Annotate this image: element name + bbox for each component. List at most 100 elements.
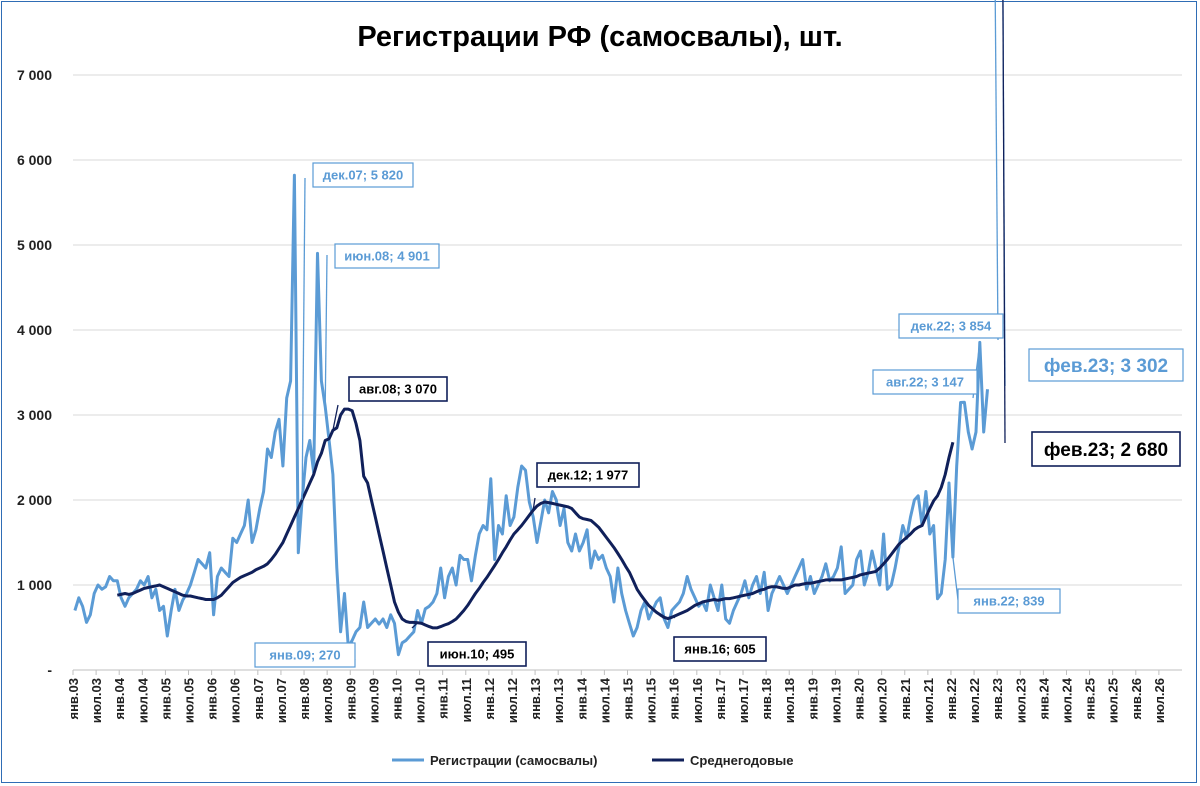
- annotation-label: авг.08; 3 070: [359, 382, 437, 397]
- x-tick-label: июл.20: [875, 678, 890, 723]
- x-tick-label: янв.19: [805, 678, 820, 720]
- annotation-label: авг.22; 3 147: [886, 375, 964, 390]
- x-tick-label: янв.12: [482, 678, 497, 720]
- legend-label-average: Среднегодовые: [690, 753, 793, 768]
- x-tick-label: июл.21: [921, 678, 936, 723]
- series-line-0: [73, 173, 989, 657]
- y-tick-label: -: [47, 662, 52, 678]
- annotation-box: [1028, 348, 1184, 382]
- x-tick-label: янв.15: [621, 678, 636, 720]
- x-tick-label: янв.20: [852, 678, 867, 720]
- annotation-box: [334, 243, 440, 269]
- grid: [73, 74, 1182, 586]
- x-tick-label: июл.05: [182, 678, 197, 723]
- annotation-callout: дек.07; 5 820: [301, 162, 414, 501]
- annotation-label: фев.23; 3 302: [1044, 356, 1168, 377]
- x-tick-label: янв.18: [759, 678, 774, 720]
- x-tick-label: янв.23: [990, 678, 1005, 720]
- annotation-leader: [994, 0, 999, 341]
- x-tick-label: июл.19: [828, 678, 843, 723]
- x-tick-label: июл.15: [644, 678, 659, 723]
- annotation-callout: авг.22; 3 147: [872, 342, 981, 399]
- x-tick-label: июл.23: [1013, 678, 1028, 723]
- annotation-callout: янв.16; 605: [673, 615, 767, 662]
- series-lines: [73, 173, 989, 657]
- y-tick-label: 6 000: [17, 152, 52, 168]
- x-tick-label: июл.17: [736, 678, 751, 723]
- annotation-leader: [324, 254, 328, 407]
- x-tick-label: июл.16: [690, 678, 705, 723]
- axes: - 1 000 2 000 3 000 4 000 5 000 6 000 7 000 янв.…: [17, 67, 1182, 723]
- annotation-box: [957, 588, 1061, 614]
- x-tick-label: янв.24: [1036, 677, 1051, 719]
- annotation-label: июн.10; 495: [440, 647, 515, 662]
- annotation-box: [872, 369, 978, 395]
- annotation-box: [427, 641, 527, 667]
- annotation-label: янв.22; 839: [973, 594, 1044, 609]
- annotation-box: [312, 162, 414, 188]
- chart-title: Регистрации РФ (самосвалы), шт.: [357, 21, 842, 53]
- y-tick-label: 1 000: [17, 577, 52, 593]
- annotation-callout: авг.08; 3 070: [332, 376, 448, 431]
- y-tick-label: 3 000: [17, 407, 52, 423]
- x-tick-label: июл.11: [459, 678, 474, 722]
- x-tick-label: июл.06: [228, 678, 243, 723]
- annotation-label: июн.08; 4 901: [344, 249, 430, 264]
- x-tick-label: янв.03: [66, 678, 81, 720]
- x-tick-label: янв.25: [1083, 678, 1098, 720]
- x-tick-label: июл.09: [366, 678, 381, 723]
- annotation-label: янв.16; 605: [684, 642, 755, 657]
- x-tick-label: июл.18: [782, 678, 797, 723]
- x-tick-label: июл.14: [597, 677, 612, 723]
- annotation-label: дек.12; 1 977: [548, 468, 629, 483]
- annotation-callout: дек.22; 3 854: [898, 0, 1004, 341]
- x-tick-label: июл.13: [551, 678, 566, 723]
- x-tick-label: июл.26: [1152, 678, 1167, 723]
- x-tick-label: янв.06: [205, 678, 220, 720]
- x-tick-label: янв.22: [944, 678, 959, 720]
- x-tick-label: янв.08: [297, 678, 312, 720]
- x-tick-label: янв.16: [667, 678, 682, 720]
- y-tick-label: 5 000: [17, 237, 52, 253]
- y-tick-label: 7 000: [17, 67, 52, 83]
- x-tick-label: янв.13: [528, 678, 543, 720]
- x-tick-label: янв.09: [343, 678, 358, 720]
- y-tick-label: 2 000: [17, 492, 52, 508]
- annotation-callout: июн.10; 495: [411, 622, 527, 667]
- x-tick-label: янв.14: [574, 677, 589, 719]
- annotation-label: дек.07; 5 820: [323, 168, 404, 183]
- annotation-label: янв.09; 270: [269, 648, 340, 663]
- x-tick-label: июл.12: [505, 678, 520, 723]
- annotation-box: [254, 642, 356, 668]
- annotation-leader: [532, 497, 536, 511]
- x-tick-label: янв.05: [158, 678, 173, 720]
- series-line-1: [116, 407, 955, 630]
- annotations: дек.07; 5 820 июн.08; 4 901 авг.08; 3 070 я…: [254, 0, 1184, 668]
- annotation-box: [348, 376, 448, 402]
- x-tick-label: янв.17: [713, 678, 728, 720]
- annotation-callout: июн.08; 4 901: [324, 243, 440, 407]
- legend-label-registrations: Регистрации (самосвалы): [430, 753, 597, 768]
- annotation-box: [536, 462, 640, 488]
- x-tick-label: янв.11: [436, 678, 451, 719]
- x-tick-label: июл.08: [320, 678, 335, 723]
- x-tick-label: июл.07: [274, 678, 289, 723]
- annotation-callout: дек.12; 1 977: [532, 462, 640, 511]
- x-tick-label: июл.04: [135, 677, 150, 723]
- x-tick-label: июл.22: [967, 678, 982, 723]
- annotation-leader: [332, 404, 339, 431]
- annotation-leader: [301, 177, 306, 501]
- x-tick-label: янв.21: [898, 678, 913, 720]
- annotation-callout: янв.22; 839: [952, 556, 1061, 614]
- x-tick-label: июл.25: [1106, 678, 1121, 723]
- y-tick-label: 4 000: [17, 322, 52, 338]
- annotation-callout: фев.23; 3 302: [1002, 0, 1184, 387]
- annotation-label: фев.23; 2 680: [1044, 440, 1168, 461]
- annotation-leader: [952, 556, 959, 601]
- x-tick-label: янв.10: [389, 678, 404, 720]
- annotation-box: [1031, 431, 1181, 467]
- x-tick-label: июл.24: [1059, 677, 1074, 723]
- x-tick-label: янв.26: [1129, 678, 1144, 720]
